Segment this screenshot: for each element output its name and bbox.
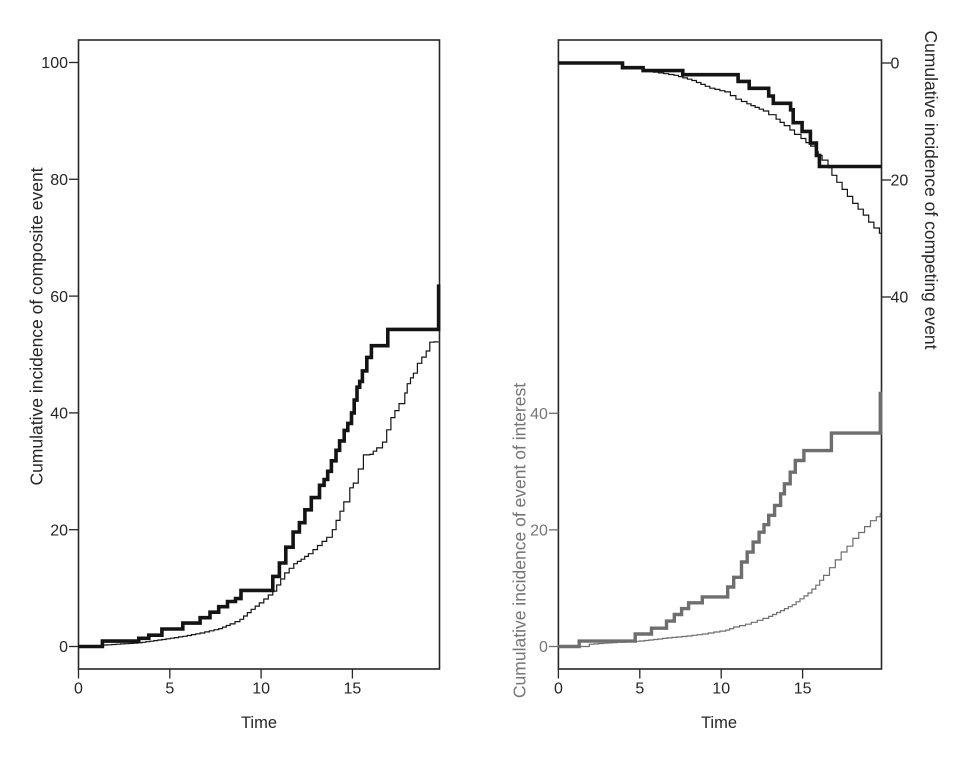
svg-text:15: 15 xyxy=(344,681,362,698)
svg-text:0: 0 xyxy=(554,681,563,698)
svg-text:0: 0 xyxy=(59,639,68,656)
svg-text:40: 40 xyxy=(50,406,68,423)
svg-text:0: 0 xyxy=(74,681,83,698)
svg-text:20: 20 xyxy=(530,523,548,540)
svg-text:0: 0 xyxy=(891,56,900,73)
svg-text:10: 10 xyxy=(252,681,270,698)
svg-text:10: 10 xyxy=(712,681,730,698)
svg-text:Cumulative incidence of compet: Cumulative incidence of competing event xyxy=(921,30,941,349)
svg-text:80: 80 xyxy=(50,172,68,189)
svg-text:Time: Time xyxy=(701,714,737,732)
svg-text:20: 20 xyxy=(891,173,909,190)
svg-text:40: 40 xyxy=(530,406,548,423)
svg-text:0: 0 xyxy=(539,639,548,656)
svg-text:15: 15 xyxy=(794,681,812,698)
svg-text:5: 5 xyxy=(635,681,644,698)
svg-text:100: 100 xyxy=(41,55,68,72)
svg-text:Cumulative incidence of compos: Cumulative incidence of composite event xyxy=(27,167,47,485)
svg-text:60: 60 xyxy=(50,289,68,306)
svg-text:Time: Time xyxy=(241,714,277,732)
svg-text:40: 40 xyxy=(891,290,909,307)
svg-text:Cumulative incidence of event: Cumulative incidence of event of interes… xyxy=(510,383,530,698)
svg-text:5: 5 xyxy=(165,681,174,698)
svg-text:20: 20 xyxy=(50,522,68,539)
